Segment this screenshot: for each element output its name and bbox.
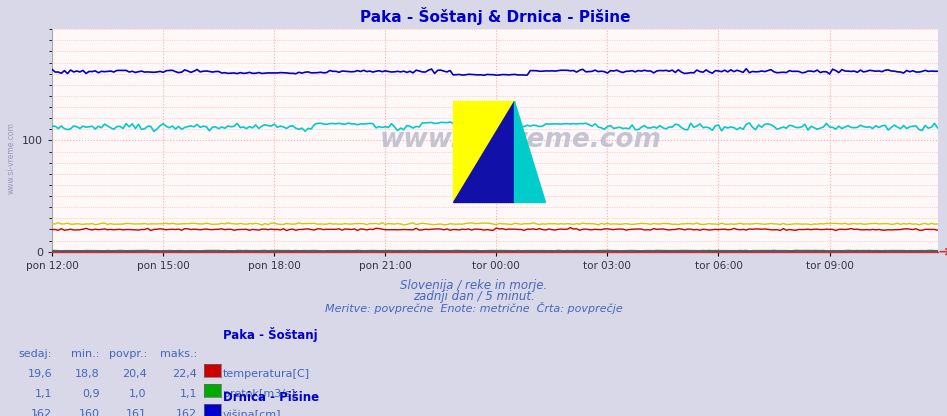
Text: povpr.:: povpr.: xyxy=(109,349,147,359)
Text: 160: 160 xyxy=(79,409,99,416)
Text: 18,8: 18,8 xyxy=(75,369,99,379)
Polygon shape xyxy=(514,102,545,202)
Text: Paka - Šoštanj: Paka - Šoštanj xyxy=(223,327,317,342)
Polygon shape xyxy=(453,102,514,202)
Text: min.:: min.: xyxy=(71,349,99,359)
Text: 1,0: 1,0 xyxy=(130,389,147,399)
Text: 0,9: 0,9 xyxy=(81,389,99,399)
Text: 1,1: 1,1 xyxy=(180,389,197,399)
Text: 20,4: 20,4 xyxy=(122,369,147,379)
Text: 1,1: 1,1 xyxy=(35,389,52,399)
Text: Meritve: povprečne  Enote: metrične  Črta: povprečje: Meritve: povprečne Enote: metrične Črta:… xyxy=(325,302,622,314)
Text: pretok[m3/s]: pretok[m3/s] xyxy=(223,389,295,399)
Text: 19,6: 19,6 xyxy=(27,369,52,379)
Text: www.si-vreme.com: www.si-vreme.com xyxy=(7,122,16,194)
Text: sedaj:: sedaj: xyxy=(19,414,52,416)
Text: min.:: min.: xyxy=(71,414,99,416)
Text: 22,4: 22,4 xyxy=(172,369,197,379)
Polygon shape xyxy=(453,102,514,202)
Text: višina[cm]: višina[cm] xyxy=(223,409,281,416)
Text: Slovenija / reke in morje.: Slovenija / reke in morje. xyxy=(400,279,547,292)
Text: sedaj:: sedaj: xyxy=(19,349,52,359)
Text: povpr.:: povpr.: xyxy=(109,414,147,416)
Text: maks.:: maks.: xyxy=(160,349,197,359)
Text: zadnji dan / 5 minut.: zadnji dan / 5 minut. xyxy=(413,290,534,303)
Text: www.si-vreme.com: www.si-vreme.com xyxy=(380,127,662,154)
Text: maks.:: maks.: xyxy=(160,414,197,416)
Title: Paka - Šoštanj & Drnica - Pišine: Paka - Šoštanj & Drnica - Pišine xyxy=(360,7,630,25)
Text: 161: 161 xyxy=(126,409,147,416)
Text: 162: 162 xyxy=(31,409,52,416)
Text: temperatura[C]: temperatura[C] xyxy=(223,369,310,379)
Text: Drnica - Pišine: Drnica - Pišine xyxy=(223,391,319,404)
Text: 162: 162 xyxy=(176,409,197,416)
